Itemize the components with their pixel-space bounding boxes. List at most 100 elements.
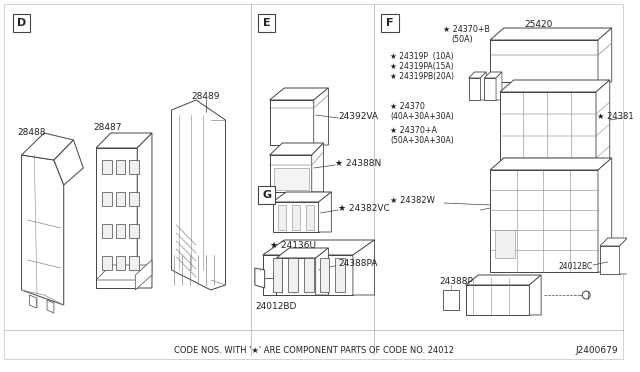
Polygon shape bbox=[278, 205, 286, 230]
Polygon shape bbox=[600, 238, 627, 246]
Text: ★ 24382W: ★ 24382W bbox=[390, 196, 435, 205]
Polygon shape bbox=[102, 192, 112, 206]
Polygon shape bbox=[529, 275, 541, 315]
Polygon shape bbox=[273, 258, 282, 292]
Text: ★ 24319PB(20A): ★ 24319PB(20A) bbox=[390, 72, 454, 81]
Polygon shape bbox=[116, 256, 125, 270]
Polygon shape bbox=[269, 155, 312, 192]
Polygon shape bbox=[116, 192, 125, 206]
Polygon shape bbox=[490, 40, 598, 82]
Polygon shape bbox=[269, 143, 323, 155]
Polygon shape bbox=[490, 158, 612, 170]
Polygon shape bbox=[116, 160, 125, 174]
Polygon shape bbox=[47, 300, 54, 313]
Polygon shape bbox=[137, 133, 152, 288]
Polygon shape bbox=[129, 160, 140, 174]
Polygon shape bbox=[263, 255, 353, 295]
Polygon shape bbox=[275, 168, 308, 190]
Polygon shape bbox=[96, 148, 137, 288]
Text: ★ 24319P  (10A): ★ 24319P (10A) bbox=[390, 52, 454, 61]
Polygon shape bbox=[22, 133, 74, 160]
Bar bbox=[258, 14, 275, 32]
Polygon shape bbox=[466, 275, 541, 285]
Polygon shape bbox=[319, 258, 330, 292]
Text: CODE NOS. WITH '★' ARE COMPONENT PARTS OF CODE NO. 24012: CODE NOS. WITH '★' ARE COMPONENT PARTS O… bbox=[173, 346, 454, 355]
Text: (40A+30A+30A): (40A+30A+30A) bbox=[390, 112, 454, 121]
Text: F: F bbox=[387, 18, 394, 28]
Polygon shape bbox=[96, 265, 152, 280]
Polygon shape bbox=[269, 88, 328, 100]
Polygon shape bbox=[129, 256, 140, 270]
Polygon shape bbox=[335, 258, 345, 292]
Text: 24392VA: 24392VA bbox=[338, 112, 378, 121]
Polygon shape bbox=[304, 258, 314, 292]
Polygon shape bbox=[481, 72, 486, 100]
Polygon shape bbox=[129, 224, 140, 238]
Bar bbox=[381, 14, 399, 32]
Polygon shape bbox=[22, 155, 64, 305]
Polygon shape bbox=[353, 240, 374, 295]
Text: ★ 24370+A: ★ 24370+A bbox=[390, 126, 437, 135]
Polygon shape bbox=[596, 80, 610, 160]
Polygon shape bbox=[102, 160, 112, 174]
Polygon shape bbox=[273, 202, 319, 232]
Polygon shape bbox=[495, 230, 515, 258]
Text: ★ 24319PA(15A): ★ 24319PA(15A) bbox=[390, 62, 454, 71]
Text: ★ 24382VC: ★ 24382VC bbox=[338, 204, 390, 213]
Polygon shape bbox=[312, 143, 323, 192]
Polygon shape bbox=[306, 205, 314, 230]
Text: E: E bbox=[263, 18, 271, 28]
Text: ★ 24370+B: ★ 24370+B bbox=[443, 25, 490, 34]
Text: ★ 24388N: ★ 24388N bbox=[335, 159, 381, 168]
Text: 24012BC: 24012BC bbox=[559, 262, 593, 271]
Polygon shape bbox=[484, 78, 496, 100]
Polygon shape bbox=[500, 80, 610, 92]
Text: ★ 24381: ★ 24381 bbox=[597, 112, 634, 121]
Text: ★ 24136U: ★ 24136U bbox=[269, 241, 316, 250]
Text: (50A): (50A) bbox=[451, 35, 473, 44]
Polygon shape bbox=[172, 100, 225, 290]
Text: 28487: 28487 bbox=[93, 123, 122, 132]
Text: ★ 24370: ★ 24370 bbox=[390, 102, 425, 111]
Polygon shape bbox=[600, 246, 620, 274]
Polygon shape bbox=[96, 133, 152, 148]
Text: J2400679: J2400679 bbox=[575, 346, 618, 355]
Text: G: G bbox=[262, 190, 271, 200]
Polygon shape bbox=[496, 72, 502, 100]
Polygon shape bbox=[102, 224, 112, 238]
Polygon shape bbox=[135, 260, 152, 290]
Polygon shape bbox=[468, 72, 486, 78]
Polygon shape bbox=[490, 170, 598, 272]
Text: 28489: 28489 bbox=[191, 92, 220, 101]
Polygon shape bbox=[490, 28, 612, 40]
Polygon shape bbox=[500, 92, 596, 160]
Polygon shape bbox=[319, 192, 332, 232]
Polygon shape bbox=[102, 256, 112, 270]
Polygon shape bbox=[54, 140, 83, 185]
Polygon shape bbox=[129, 192, 140, 206]
Text: (50A+30A+30A): (50A+30A+30A) bbox=[390, 136, 454, 145]
Polygon shape bbox=[620, 238, 627, 274]
Text: 25420: 25420 bbox=[524, 20, 553, 29]
Polygon shape bbox=[288, 258, 298, 292]
Polygon shape bbox=[314, 88, 328, 145]
Polygon shape bbox=[116, 224, 125, 238]
Text: 24388P: 24388P bbox=[439, 277, 473, 286]
Text: 24012BD: 24012BD bbox=[255, 302, 296, 311]
Polygon shape bbox=[316, 248, 328, 295]
Polygon shape bbox=[598, 158, 612, 272]
Polygon shape bbox=[255, 268, 265, 288]
Polygon shape bbox=[468, 78, 481, 100]
Bar bbox=[258, 186, 275, 204]
Polygon shape bbox=[466, 285, 529, 315]
Polygon shape bbox=[443, 290, 459, 310]
Polygon shape bbox=[263, 240, 374, 255]
Polygon shape bbox=[29, 295, 36, 308]
Polygon shape bbox=[269, 100, 314, 145]
Polygon shape bbox=[273, 192, 332, 202]
Text: D: D bbox=[17, 18, 26, 28]
Polygon shape bbox=[276, 248, 328, 258]
Bar bbox=[13, 14, 30, 32]
Text: 28488: 28488 bbox=[18, 128, 46, 137]
Text: 24388PA: 24388PA bbox=[338, 259, 378, 268]
